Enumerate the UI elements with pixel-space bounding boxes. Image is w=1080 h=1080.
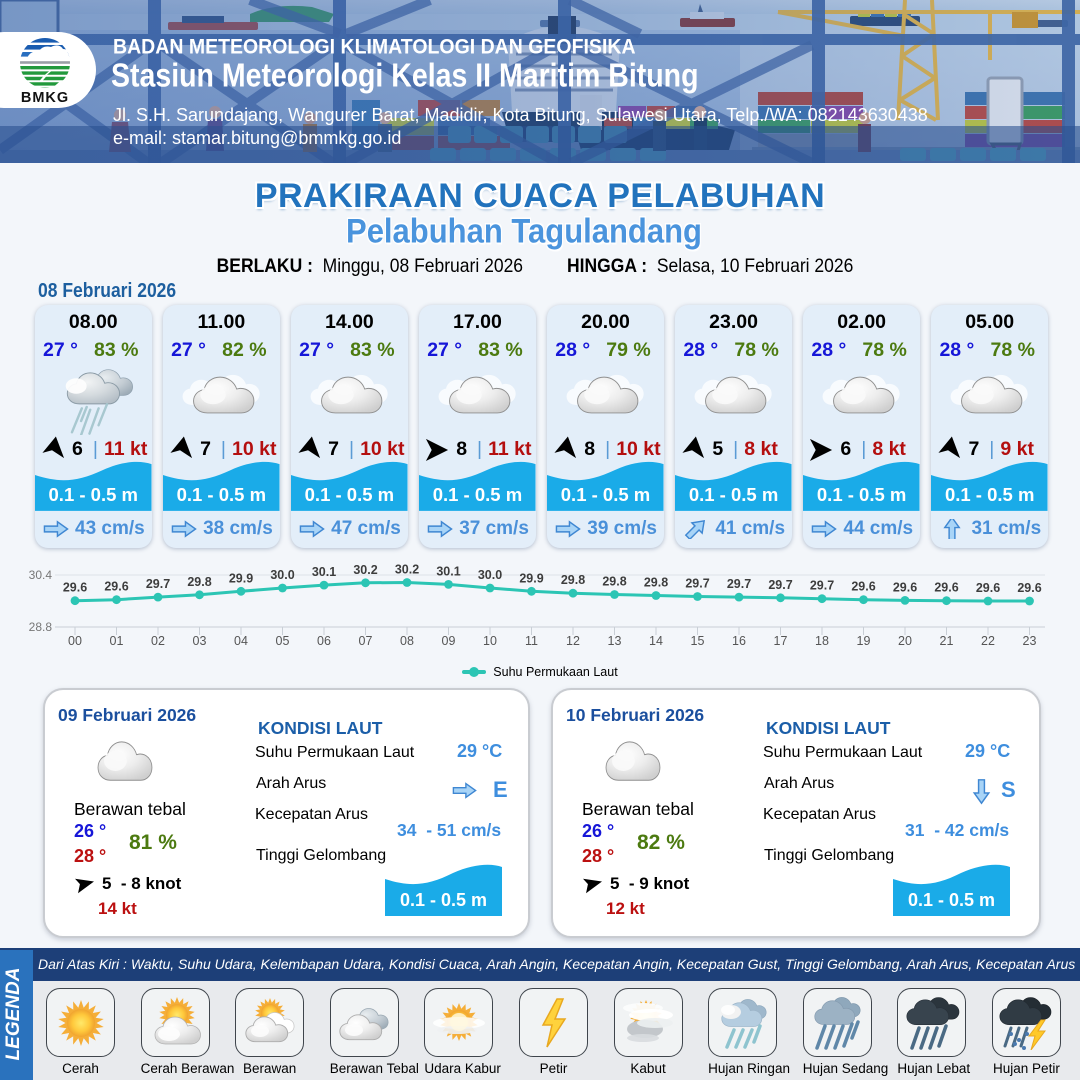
svg-text:29.8: 29.8 <box>561 573 585 587</box>
svg-text:28.8: 28.8 <box>29 620 53 634</box>
svg-text:06: 06 <box>317 634 331 648</box>
svg-text:29.6: 29.6 <box>851 580 875 594</box>
svg-text:29.6: 29.6 <box>63 581 87 595</box>
svg-text:30.0: 30.0 <box>478 568 502 582</box>
svg-text:30.0: 30.0 <box>270 568 294 582</box>
svg-text:29.6: 29.6 <box>1017 581 1041 595</box>
svg-text:23: 23 <box>1023 634 1037 648</box>
svg-text:01: 01 <box>110 634 124 648</box>
svg-text:16: 16 <box>732 634 746 648</box>
svg-text:29.7: 29.7 <box>685 577 709 591</box>
svg-text:18: 18 <box>815 634 829 648</box>
svg-text:29.7: 29.7 <box>727 577 751 591</box>
svg-text:15: 15 <box>691 634 705 648</box>
svg-text:09: 09 <box>442 634 456 648</box>
svg-text:04: 04 <box>234 634 248 648</box>
svg-text:29.9: 29.9 <box>229 571 253 585</box>
svg-text:00: 00 <box>68 634 82 648</box>
svg-text:29.8: 29.8 <box>602 575 626 589</box>
svg-text:29.8: 29.8 <box>187 575 211 589</box>
svg-text:30.1: 30.1 <box>436 564 460 578</box>
svg-text:13: 13 <box>608 634 622 648</box>
svg-text:29.8: 29.8 <box>644 576 668 590</box>
svg-text:29.6: 29.6 <box>976 581 1000 595</box>
svg-text:02: 02 <box>151 634 165 648</box>
svg-text:29.6: 29.6 <box>104 580 128 594</box>
svg-text:30.2: 30.2 <box>395 563 419 577</box>
svg-text:14: 14 <box>649 634 663 648</box>
svg-text:30.4: 30.4 <box>29 568 53 582</box>
svg-text:12: 12 <box>566 634 580 648</box>
svg-text:03: 03 <box>193 634 207 648</box>
svg-text:29.7: 29.7 <box>810 579 834 593</box>
svg-text:10: 10 <box>483 634 497 648</box>
svg-text:07: 07 <box>359 634 373 648</box>
svg-text:29.7: 29.7 <box>146 577 170 591</box>
svg-text:29.9: 29.9 <box>519 571 543 585</box>
svg-text:08: 08 <box>400 634 414 648</box>
svg-text:29.6: 29.6 <box>893 580 917 594</box>
svg-text:30.1: 30.1 <box>312 565 336 579</box>
svg-text:17: 17 <box>774 634 788 648</box>
svg-text:29.6: 29.6 <box>934 581 958 595</box>
svg-text:22: 22 <box>981 634 995 648</box>
svg-text:21: 21 <box>940 634 954 648</box>
svg-text:11: 11 <box>525 634 538 648</box>
svg-text:19: 19 <box>857 634 871 648</box>
svg-text:29.7: 29.7 <box>768 578 792 592</box>
svg-text:05: 05 <box>276 634 290 648</box>
svg-text:20: 20 <box>898 634 912 648</box>
svg-text:30.2: 30.2 <box>353 563 377 577</box>
